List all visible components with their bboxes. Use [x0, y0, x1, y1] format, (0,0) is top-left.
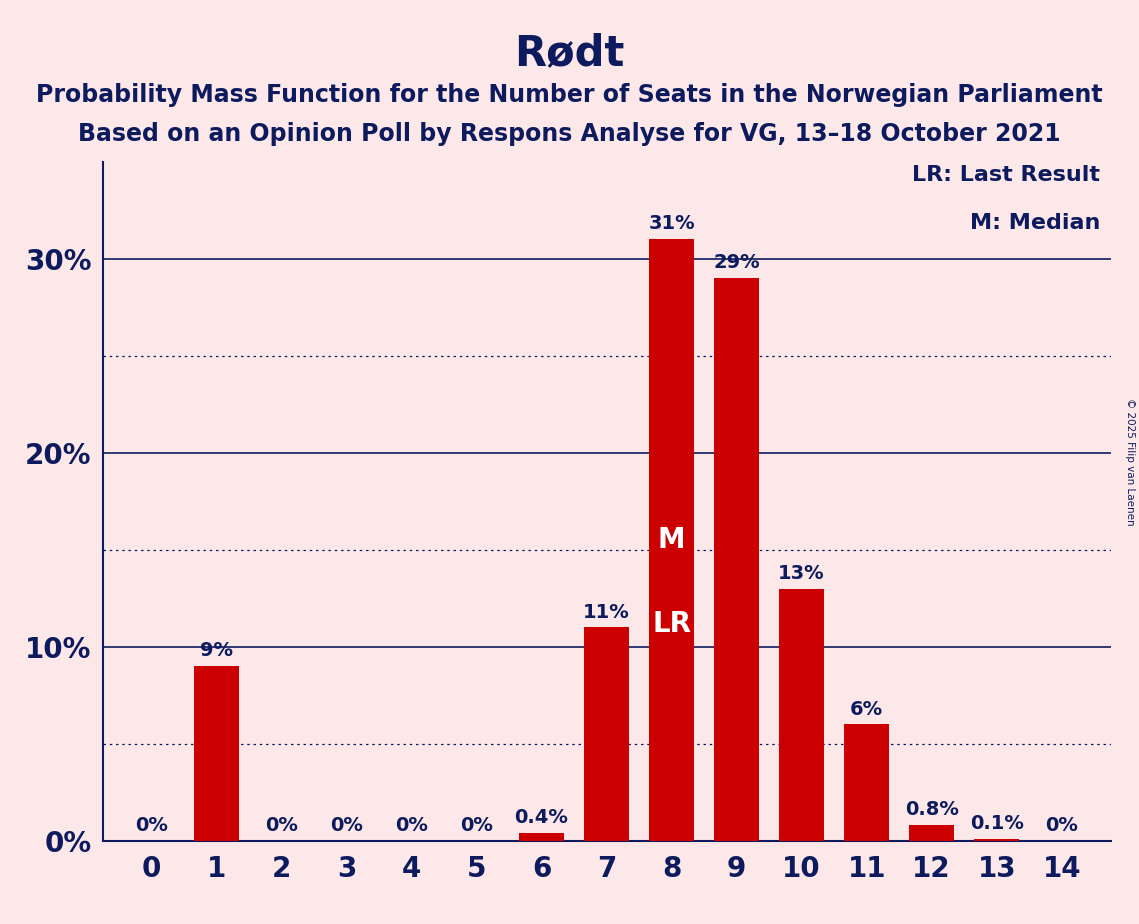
Text: © 2025 Filip van Laenen: © 2025 Filip van Laenen: [1125, 398, 1134, 526]
Bar: [909, 825, 954, 841]
Text: 0%: 0%: [1046, 816, 1079, 835]
Bar: [844, 724, 890, 841]
Text: M: Median: M: Median: [970, 213, 1100, 233]
Text: 0%: 0%: [134, 816, 167, 835]
Text: 31%: 31%: [648, 214, 695, 234]
Text: LR: LR: [652, 610, 691, 638]
Text: M: M: [657, 526, 686, 554]
Text: 0.4%: 0.4%: [515, 808, 568, 827]
Text: 9%: 9%: [199, 641, 232, 661]
Text: 0.1%: 0.1%: [969, 814, 1024, 833]
Text: 6%: 6%: [850, 699, 883, 719]
Bar: [518, 833, 564, 841]
Text: Rødt: Rødt: [515, 32, 624, 74]
Bar: [649, 239, 695, 841]
Bar: [974, 839, 1019, 841]
Bar: [779, 589, 825, 841]
Text: 0%: 0%: [395, 816, 428, 835]
Bar: [714, 278, 760, 841]
Text: LR: Last Result: LR: Last Result: [912, 165, 1100, 185]
Text: Probability Mass Function for the Number of Seats in the Norwegian Parliament: Probability Mass Function for the Number…: [36, 83, 1103, 107]
Text: 29%: 29%: [713, 253, 760, 273]
Text: 0%: 0%: [330, 816, 363, 835]
Bar: [584, 627, 629, 841]
Text: 0%: 0%: [265, 816, 297, 835]
Text: Based on an Opinion Poll by Respons Analyse for VG, 13–18 October 2021: Based on an Opinion Poll by Respons Anal…: [79, 122, 1060, 146]
Text: 0.8%: 0.8%: [904, 800, 959, 820]
Text: 0%: 0%: [460, 816, 493, 835]
Bar: [194, 666, 239, 841]
Text: 11%: 11%: [583, 602, 630, 622]
Text: 13%: 13%: [778, 564, 825, 583]
